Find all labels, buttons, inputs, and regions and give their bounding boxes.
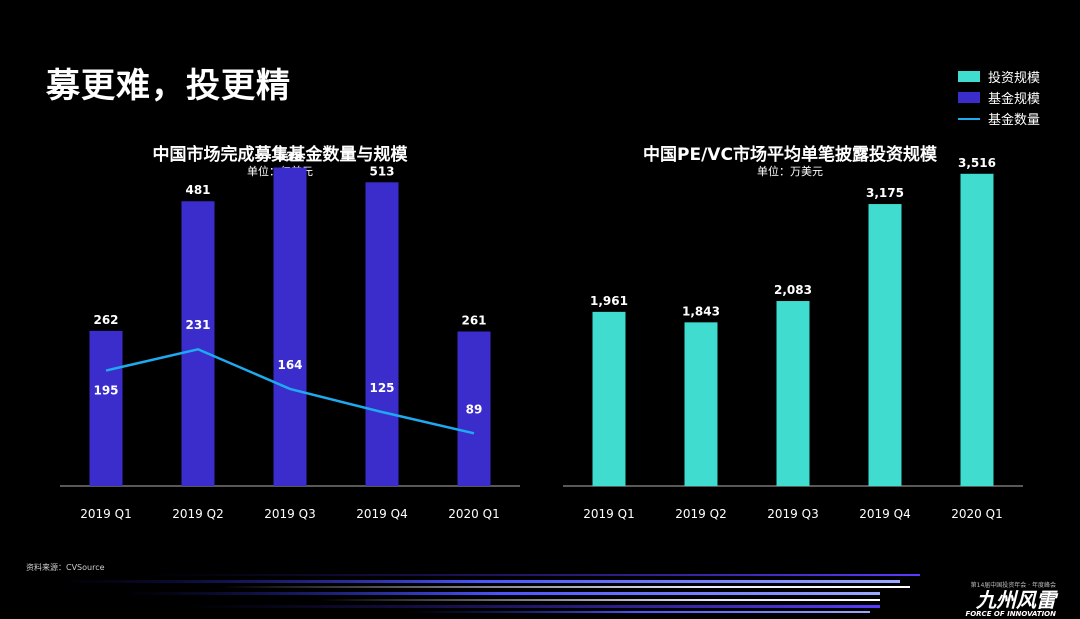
chart-1-bar-value-label: 1,961 <box>590 294 628 308</box>
chart-0-x-tick-label: 2019 Q2 <box>172 507 223 521</box>
chart-right-unit: 单位：万美元 <box>757 165 823 178</box>
chart-0-count-label: 89 <box>466 402 483 416</box>
legend-swatch-invest <box>958 71 980 82</box>
legend-item-fund-count: 基金数量 <box>958 108 1040 129</box>
chart-left-title: 中国市场完成募集基金数量与规模 <box>152 145 408 165</box>
footer-brand: 第14届中国投资年会 · 年度峰会 九州风雷 FORCE OF INNOVATI… <box>932 582 1056 618</box>
chart-0-bar-value-label: 261 <box>461 313 486 327</box>
legend-label-fund-count: 基金数量 <box>988 113 1041 128</box>
chart-0-bar <box>457 331 491 486</box>
footer-event-line: 第14届中国投资年会 · 年度峰会 <box>970 582 1056 589</box>
chart-0-bar <box>181 201 215 487</box>
chart-1-bar <box>960 173 994 486</box>
footer-decoration <box>60 574 920 613</box>
chart-0-bar-value-label: 538 <box>277 150 302 164</box>
legend-item-fund-size: 基金规模 <box>958 87 1040 108</box>
chart-1-bar-value-label: 3,175 <box>866 186 904 200</box>
chart-1-bar-value-label: 3,516 <box>958 156 996 170</box>
chart-1-bar <box>776 301 810 486</box>
source-note: 资料来源：CVSource <box>26 563 105 572</box>
chart-1-bar-value-label: 1,843 <box>682 304 720 318</box>
chart-0-bar <box>89 330 123 486</box>
chart-1-x-tick-label: 2019 Q3 <box>767 507 818 521</box>
chart-0-x-tick-label: 2019 Q4 <box>356 507 407 521</box>
chart-1-x-tick-label: 2020 Q1 <box>951 507 1002 521</box>
legend-label-fund-size: 基金规模 <box>988 92 1041 107</box>
chart-0-count-label: 231 <box>185 318 210 332</box>
chart-1-x-tick-label: 2019 Q4 <box>859 507 910 521</box>
chart-1-bar <box>868 204 902 486</box>
chart-1-x-tick-label: 2019 Q1 <box>583 507 634 521</box>
chart-0-bar-value-label: 513 <box>369 164 394 178</box>
chart-0-count-line <box>105 347 475 435</box>
chart-0-bar-value-label: 481 <box>185 183 210 197</box>
chart-0-bar <box>273 167 307 486</box>
chart-1-bar <box>684 322 718 486</box>
charts-canvas: 262 2019 Q1 481 2019 Q2 538 2019 Q3 513 2019 Q4… <box>60 150 1023 521</box>
chart-0-x-tick-label: 2019 Q1 <box>80 507 131 521</box>
chart-0-count-label: 164 <box>277 358 302 372</box>
chart-0-count-label: 195 <box>93 384 118 398</box>
legend-swatch-fund-size <box>958 92 980 103</box>
chart-right-title: 中国PE/VC市场平均单笔披露投资规模 <box>643 145 937 165</box>
legend-label-invest: 投资规模 <box>988 71 1041 86</box>
chart-0-x-tick-label: 2019 Q3 <box>264 507 315 521</box>
chart-0-x-tick-label: 2020 Q1 <box>448 507 499 521</box>
legend: 投资规模 基金规模 基金数量 <box>958 66 1040 129</box>
chart-0-bar <box>365 182 399 486</box>
slide-title: 募更难，投更精 <box>46 66 291 106</box>
chart-1-bar <box>592 311 626 486</box>
chart-0-count-label: 125 <box>369 381 394 395</box>
footer-brand-logo: 九州风雷 <box>976 588 1056 612</box>
footer-brand-english: FORCE OF INNOVATION <box>965 610 1056 618</box>
chart-0-bar-value-label: 262 <box>93 313 118 327</box>
chart-1-bar-value-label: 2,083 <box>774 283 812 297</box>
legend-item-invest: 投资规模 <box>958 66 1040 87</box>
legend-line-fund-count <box>958 117 980 120</box>
chart-1-x-tick-label: 2019 Q2 <box>675 507 726 521</box>
